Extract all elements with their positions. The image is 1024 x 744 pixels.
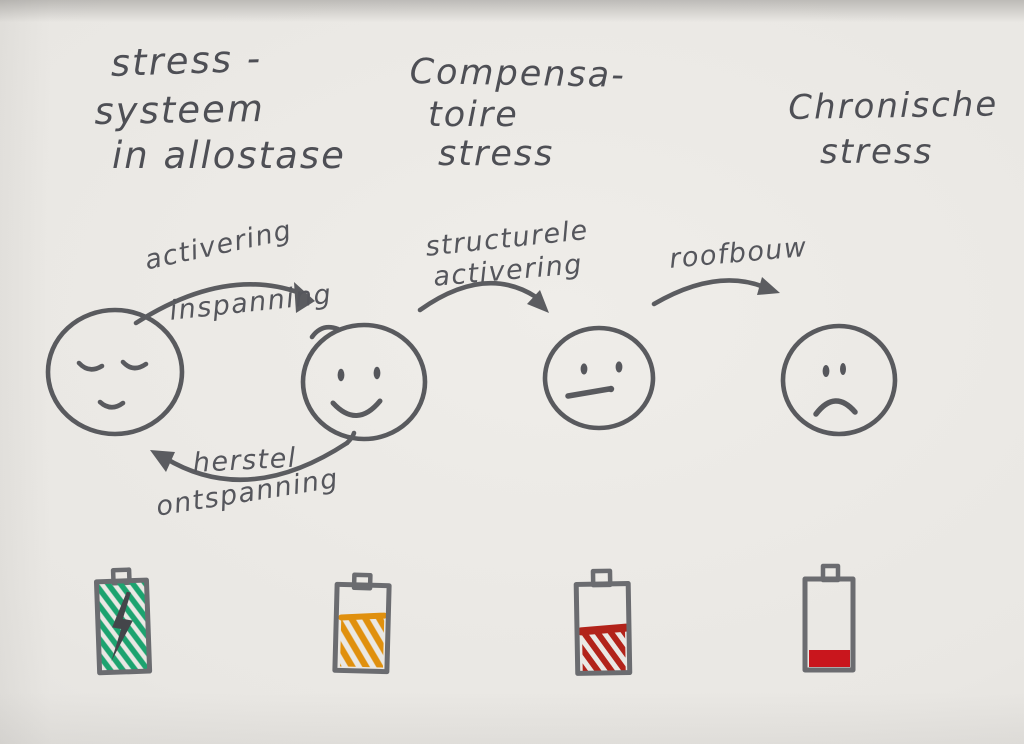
- battery-4-fill: [809, 650, 850, 667]
- face-happy-right-eye: [373, 366, 381, 380]
- arrow-structurele-curve: [417, 280, 539, 313]
- face-sad: [780, 323, 898, 437]
- heading-allostase-line1: stress -: [110, 36, 263, 85]
- face-neutral-right-eye: [615, 361, 623, 373]
- face-neutral-head: [542, 325, 656, 431]
- battery-3-body: [573, 581, 633, 676]
- face-relaxed-left-eye-closed: [76, 360, 105, 372]
- arrow-activering-head: [294, 282, 315, 313]
- arrow-roofbouw-curve: [651, 278, 767, 307]
- face-happy-left-eye: [337, 368, 345, 382]
- battery-full-green: [93, 567, 153, 676]
- battery-4-body: [802, 576, 856, 673]
- arrow-roofbouw-head: [757, 277, 780, 295]
- face-neutral-left-eye: [580, 363, 588, 375]
- heading-allostase-line2: systeem: [94, 87, 266, 133]
- arrow-roofbouw: [651, 277, 780, 307]
- battery-half-orange: [332, 572, 392, 675]
- battery-3-fill-top-line: [577, 623, 630, 636]
- arrow-herstel: [150, 430, 357, 482]
- face-happy: [300, 322, 428, 442]
- arrow-activering: [133, 282, 315, 326]
- battery-2-fill-top-line: [338, 612, 388, 621]
- face-neutral-mouth-end-dot: [607, 385, 615, 393]
- battery-empty-red: [802, 563, 856, 673]
- battery-3-fill: [581, 627, 626, 672]
- face-sad-right-eye: [840, 363, 846, 375]
- face-relaxed-right-eye-closed: [120, 359, 149, 371]
- arrow-structurele-activering: [417, 280, 549, 313]
- face-sad-head: [780, 323, 898, 437]
- face-happy-hair-stroke: [309, 324, 341, 340]
- battery-1-lightning-bolt-icon: [111, 591, 133, 662]
- battery-2-body: [332, 581, 392, 675]
- arrow-structurele-head: [527, 290, 549, 313]
- heading-allostase-line3: in allostase: [112, 134, 346, 177]
- face-neutral-mouth: [565, 386, 612, 399]
- face-happy-smile: [330, 398, 383, 418]
- arrow-herstel-curve: [162, 440, 350, 482]
- face-neutral: [542, 325, 656, 431]
- arrow-herstel-tail-hook: [344, 430, 357, 446]
- face-sad-frown: [813, 398, 858, 417]
- heading-chronische-line1: Chronische: [788, 84, 999, 128]
- face-relaxed-smile: [97, 399, 126, 410]
- battery-low-red: [573, 568, 633, 676]
- arrow-activering-curve: [133, 282, 303, 326]
- face-relaxed: [45, 307, 185, 437]
- face-relaxed-head: [45, 307, 185, 437]
- face-happy-head: [300, 322, 428, 442]
- battery-2-cap: [351, 572, 373, 591]
- arrow-herstel-head: [150, 450, 175, 472]
- face-sad-left-eye: [822, 365, 830, 377]
- battery-2-fill: [339, 616, 385, 668]
- heading-compensatoire-line3: stress: [438, 134, 555, 174]
- heading-compensatoire-line2: toire: [428, 95, 519, 135]
- heading-chronische-line2: stress: [820, 132, 934, 172]
- heading-compensatoire-line1: Compensa-: [409, 52, 627, 96]
